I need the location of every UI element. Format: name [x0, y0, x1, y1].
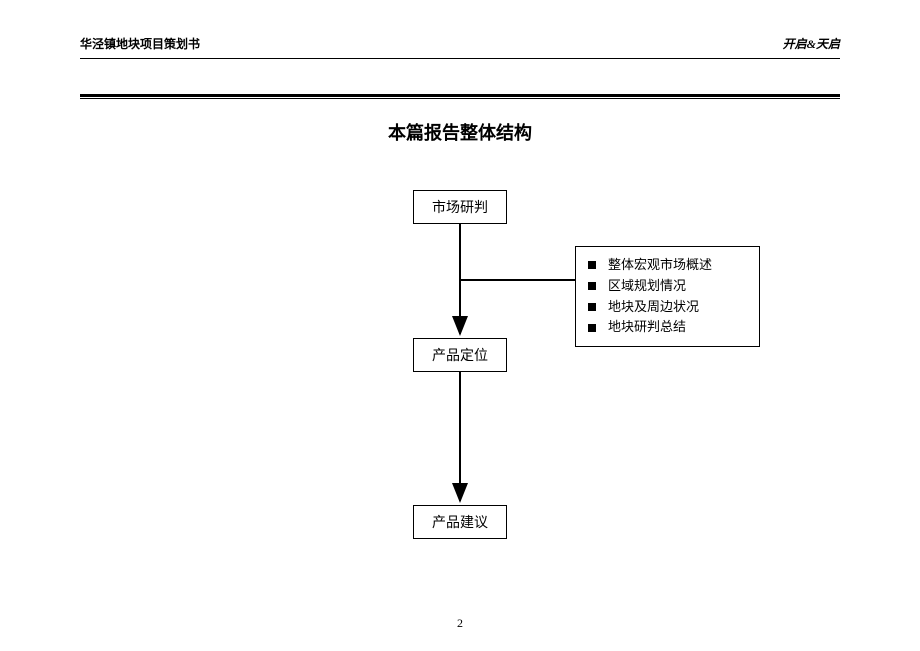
bullet-icon: [588, 282, 596, 290]
flow-node-2: 产品定位: [413, 338, 507, 372]
header-left-text: 华泾镇地块项目策划书: [80, 35, 200, 52]
flow-node-1: 市场研判: [413, 190, 507, 224]
flow-node-3: 产品建议: [413, 505, 507, 539]
flowchart-diagram: 市场研判 产品定位 产品建议 整体宏观市场概述 区域规划情况 地块及周边状况 地: [80, 190, 840, 560]
flow-node-3-label: 产品建议: [432, 516, 488, 531]
header-right-text: 开启&天启: [783, 35, 840, 52]
page-number: 2: [457, 616, 463, 631]
page: 华泾镇地块项目策划书 开启&天启 本篇报告整体结构 市场研判 产品定位 产品建议: [0, 0, 920, 651]
bullet-item: 整体宏观市场概述: [588, 255, 745, 276]
page-title: 本篇报告整体结构: [80, 119, 840, 145]
section-double-line: [80, 94, 840, 99]
bullet-item: 地块研判总结: [588, 317, 745, 338]
bullet-item: 地块及周边状况: [588, 297, 745, 318]
flow-node-2-label: 产品定位: [432, 349, 488, 364]
bullet-item: 区域规划情况: [588, 276, 745, 297]
bullet-text-4: 地块研判总结: [608, 317, 686, 338]
bullet-icon: [588, 324, 596, 332]
bullet-icon: [588, 303, 596, 311]
bullet-text-3: 地块及周边状况: [608, 297, 699, 318]
page-header: 华泾镇地块项目策划书 开启&天启: [80, 35, 840, 52]
header-underline: [80, 58, 840, 59]
flow-node-1-label: 市场研判: [432, 201, 488, 216]
bullet-icon: [588, 261, 596, 269]
bullet-text-1: 整体宏观市场概述: [608, 255, 712, 276]
bullet-text-2: 区域规划情况: [608, 276, 686, 297]
side-detail-box: 整体宏观市场概述 区域规划情况 地块及周边状况 地块研判总结: [575, 246, 760, 347]
